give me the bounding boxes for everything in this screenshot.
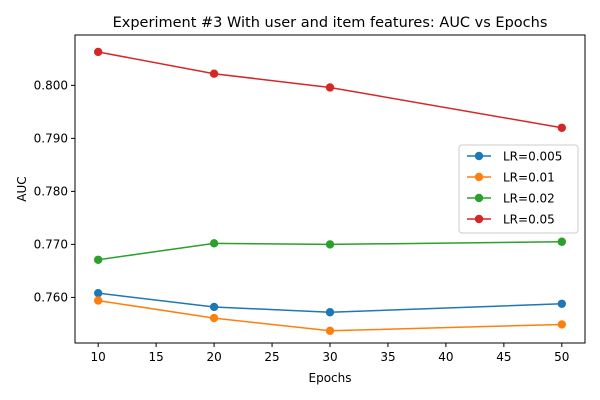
legend: LR=0.005 LR=0.01 LR=0.02 LR=0.05 bbox=[458, 144, 579, 234]
data-point bbox=[325, 308, 335, 317]
legend-swatch-marker bbox=[474, 151, 484, 161]
data-point bbox=[209, 302, 219, 312]
x-tick-label: 30 bbox=[322, 350, 337, 364]
y-tick-label: 0.770 bbox=[34, 237, 68, 251]
legend-item: LR=0.01 bbox=[467, 171, 555, 185]
data-point bbox=[557, 299, 567, 308]
series-line bbox=[98, 292, 562, 314]
x-tick-label: 35 bbox=[380, 350, 395, 364]
chart-title: Experiment #3 With user and item feature… bbox=[113, 15, 548, 31]
legend-item: LR=0.05 bbox=[467, 213, 555, 227]
series-LR=0.005 bbox=[93, 288, 567, 317]
data-point bbox=[209, 239, 219, 248]
legend-box bbox=[458, 144, 579, 234]
data-point bbox=[557, 237, 567, 246]
legend-swatch-marker bbox=[474, 214, 484, 224]
x-tick-label: 15 bbox=[148, 350, 163, 364]
data-point bbox=[325, 240, 335, 249]
data-point bbox=[209, 69, 219, 78]
y-tick-label: 0.800 bbox=[34, 78, 68, 92]
y-tick-label: 0.760 bbox=[34, 290, 68, 304]
legend-label: LR=0.02 bbox=[503, 192, 555, 206]
data-point bbox=[557, 123, 567, 132]
x-tick-label: 45 bbox=[496, 350, 511, 364]
legend-label: LR=0.01 bbox=[503, 171, 555, 185]
x-axis-label: Epochs bbox=[309, 371, 352, 385]
y-axis-label: AUC bbox=[15, 176, 29, 201]
data-point bbox=[325, 326, 335, 336]
data-point bbox=[93, 255, 103, 264]
legend-swatch-marker bbox=[474, 193, 484, 203]
legend-swatch-marker bbox=[474, 172, 484, 182]
data-point bbox=[557, 320, 567, 329]
series-line bbox=[98, 240, 562, 261]
x-axis: 10 15 20 25 30 35 40 45 50 bbox=[91, 343, 569, 364]
series-line bbox=[98, 299, 562, 332]
series-line bbox=[98, 51, 562, 129]
plot-area bbox=[93, 47, 567, 336]
data-point bbox=[93, 288, 103, 298]
x-tick-label: 25 bbox=[264, 350, 279, 364]
legend-label: LR=0.005 bbox=[503, 150, 562, 164]
y-tick-label: 0.790 bbox=[34, 131, 68, 145]
y-axis: 0.760 0.770 0.780 0.790 0.800 bbox=[34, 78, 75, 304]
series-LR=0.02 bbox=[93, 237, 567, 264]
y-tick-label: 0.780 bbox=[34, 184, 68, 198]
legend-item: LR=0.02 bbox=[467, 192, 555, 206]
x-tick-label: 50 bbox=[554, 350, 569, 364]
legend-item: LR=0.005 bbox=[467, 150, 562, 164]
legend-label: LR=0.05 bbox=[503, 213, 555, 227]
x-tick-label: 40 bbox=[438, 350, 453, 364]
series-LR=0.01 bbox=[93, 296, 567, 336]
x-tick-label: 20 bbox=[206, 350, 221, 364]
data-point bbox=[93, 47, 103, 57]
data-point bbox=[325, 83, 335, 92]
series-LR=0.05 bbox=[93, 47, 567, 132]
data-point bbox=[209, 313, 219, 323]
x-tick-label: 10 bbox=[91, 350, 106, 364]
data-point bbox=[93, 296, 103, 305]
